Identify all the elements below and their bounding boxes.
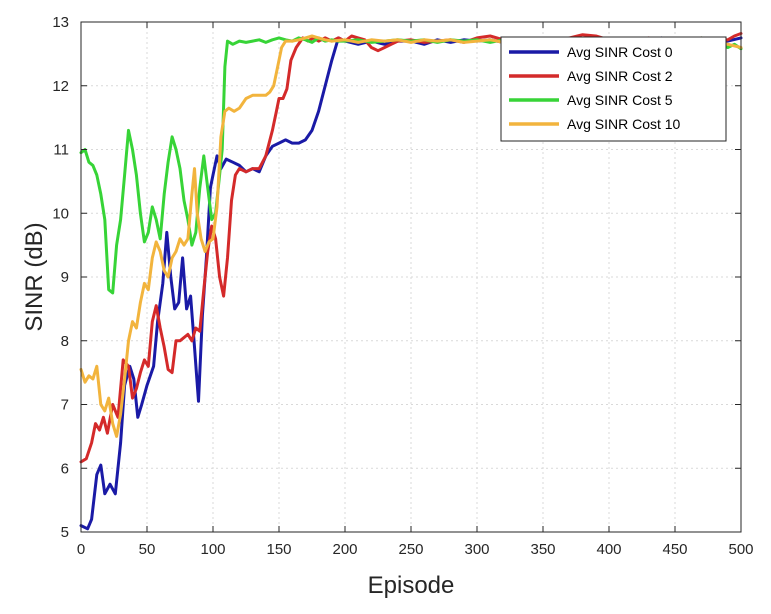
x-tick-label: 450 — [662, 541, 687, 558]
y-tick-label: 5 — [61, 524, 69, 541]
x-tick-label: 250 — [398, 541, 423, 558]
legend-label-0: Avg SINR Cost 0 — [567, 44, 673, 60]
x-tick-label: 100 — [200, 541, 225, 558]
x-tick-label: 400 — [596, 541, 621, 558]
tick-labels: 0 50 100 150 200 250 300 350 400 450 500 5 6 7 8 9 10 11 1… — [52, 14, 753, 558]
x-tick-label: 300 — [464, 541, 489, 558]
y-tick-label: 8 — [61, 333, 69, 350]
x-tick-label: 200 — [332, 541, 357, 558]
legend: Avg SINR Cost 0 Avg SINR Cost 2 Avg SINR C… — [500, 36, 727, 142]
y-axis-title: SINR (dB) — [21, 222, 48, 331]
x-axis-title: Episode — [368, 572, 455, 599]
y-tick-label: 6 — [61, 460, 69, 477]
y-tick-label: 9 — [61, 269, 69, 286]
x-tick-label: 0 — [77, 541, 85, 558]
y-tick-label: 12 — [52, 78, 69, 95]
y-tick-label: 13 — [52, 14, 69, 31]
legend-label-1: Avg SINR Cost 2 — [567, 68, 673, 84]
x-tick-label: 350 — [530, 541, 555, 558]
y-tick-label: 11 — [53, 142, 69, 159]
x-tick-label: 500 — [728, 541, 753, 558]
x-tick-label: 150 — [266, 541, 291, 558]
y-tick-label: 10 — [52, 205, 69, 222]
x-tick-label: 50 — [139, 541, 156, 558]
axes — [80, 21, 742, 533]
legend-label-2: Avg SINR Cost 5 — [567, 92, 673, 108]
legend-label-3: Avg SINR Cost 10 — [567, 116, 681, 132]
y-tick-label: 7 — [61, 397, 69, 414]
